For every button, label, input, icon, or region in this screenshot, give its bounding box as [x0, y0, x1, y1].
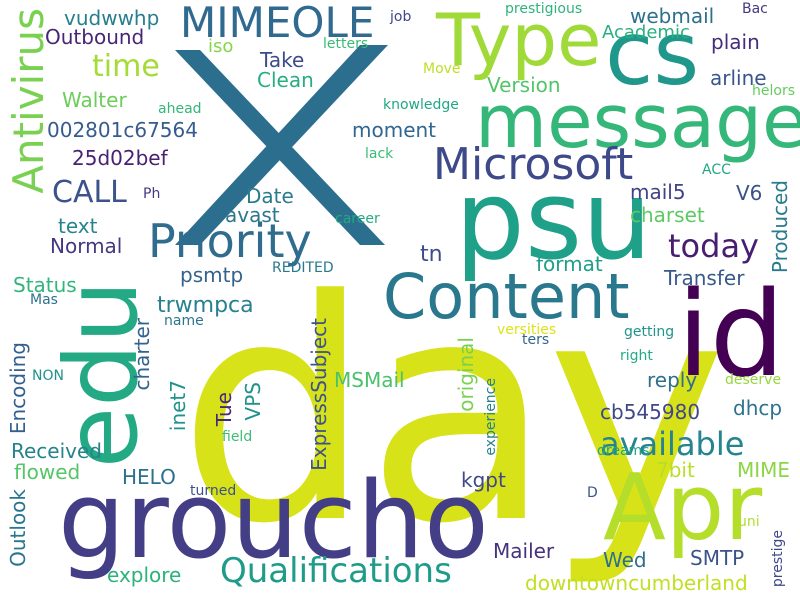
word-acc: ACC [702, 162, 731, 178]
word-cb545980: cb545980 [600, 400, 701, 424]
word-mail5: mail5 [630, 180, 686, 204]
word-lack: lack [365, 146, 394, 162]
word-transfer: Transfer [664, 266, 745, 290]
word-trwmpca: trwmpca [157, 293, 254, 318]
word-mailer: Mailer [493, 539, 555, 563]
word-job: job [390, 9, 412, 25]
word-avast: avast [225, 203, 280, 227]
word-available: available [600, 425, 745, 463]
word-format: format [536, 252, 603, 276]
word-clean: Clean [257, 68, 314, 92]
word-tn: tn [420, 242, 443, 267]
word-msmail: MSMail [334, 368, 405, 392]
word-turned: turned [190, 483, 237, 499]
word-psmtp: psmtp [180, 263, 244, 287]
word-charset: charset [630, 203, 705, 227]
word-date: Date [246, 184, 294, 208]
word-getting: getting [624, 324, 675, 340]
word-charter: charter [130, 318, 154, 391]
word-arline: arline [710, 66, 767, 90]
word-groucho: groucho [58, 459, 489, 582]
word-original: original [454, 337, 478, 412]
word-kgpt: kgpt [461, 468, 506, 492]
word-produced: Produced [768, 180, 792, 274]
word-uni: uni [738, 514, 760, 530]
word-move: Move [423, 61, 461, 77]
word-25d02bef: 25d02bef [72, 146, 168, 170]
word-vudwwhp: vudwwhp [64, 6, 160, 30]
word-002801c67564: 002801c67564 [47, 118, 198, 142]
word-received: Received [11, 439, 102, 463]
word-versities: versities [497, 322, 557, 338]
word-plain: plain [711, 30, 760, 54]
word-webmail: webmail [630, 4, 715, 28]
word-outbound: Outbound [45, 25, 145, 49]
word-today: today [668, 227, 759, 265]
word-7bit: 7bit [656, 458, 695, 482]
word-take: Take [260, 48, 305, 72]
word-mas: Mas [30, 292, 58, 308]
word-experience: experience [483, 378, 499, 456]
word-explore: explore [107, 563, 182, 587]
word-inet7: inet7 [166, 380, 190, 432]
word-reply: reply [647, 368, 698, 392]
word-version: Version [487, 73, 561, 97]
word-id: id [677, 265, 785, 403]
word-vps: VPS [241, 382, 265, 421]
word-time: time [92, 49, 160, 84]
word-antivirus: Antivirus [4, 8, 53, 194]
word-prestige: prestige [770, 530, 786, 588]
word-wed: Wed [603, 548, 647, 572]
word-dreams: dreams [597, 443, 650, 459]
word-type: Type [436, 0, 602, 82]
word-ahead: ahead [158, 101, 202, 117]
word-encoding: Encoding [6, 342, 30, 435]
word-helo: HELO [122, 465, 176, 489]
word-iso: iso [208, 36, 234, 57]
word-text: text [58, 214, 98, 238]
word-letters: letters [323, 36, 369, 52]
word-status: Status [13, 273, 77, 297]
word-redited: REDITED [272, 260, 334, 276]
word-academic: Academic [602, 22, 690, 43]
word-call: CALL [52, 175, 127, 210]
word-walter: Walter [62, 88, 127, 112]
word-psu: psu [455, 156, 652, 284]
word-deserve: deserve [725, 372, 782, 388]
word-mime: MIME [737, 458, 791, 482]
word-downtowncumberland: downtowncumberland [525, 571, 748, 595]
word-day: day [178, 235, 727, 590]
word-right: right [620, 348, 653, 364]
word-d: D [587, 485, 598, 501]
word-career: career [335, 211, 380, 227]
word-mimeole: MIMEOLE [180, 0, 375, 47]
word-ph: Ph [143, 186, 161, 202]
word-v6: V6 [736, 181, 763, 205]
word-message: message [475, 79, 800, 165]
word-knowledge: knowledge [383, 97, 459, 113]
word-bac: Bac [742, 1, 768, 17]
word-field: field [222, 429, 253, 445]
word-smtp: SMTP [690, 546, 745, 570]
word-qualifications: Qualifications [220, 551, 452, 591]
word-tue: Tue [212, 392, 236, 427]
word-microsoft: Microsoft [433, 139, 634, 190]
word-dhcp: dhcp [733, 396, 783, 420]
word-outlook: Outlook [6, 489, 30, 567]
word-non: NON [32, 368, 64, 384]
word-helors: helors [752, 83, 795, 99]
word-priority: Priority [148, 214, 312, 268]
word-cs: cs [605, 2, 700, 105]
word-prestigious: prestigious [505, 1, 583, 17]
word-ters: ters [522, 332, 550, 348]
word-flowed: flowed [14, 460, 81, 484]
word-name: name [164, 313, 204, 329]
word-content: Content [383, 260, 630, 333]
word-apr: Apr [603, 454, 763, 561]
word-normal: Normal [50, 234, 123, 258]
word-moment: moment [352, 118, 437, 142]
word-expresssubject: ExpressSubject [307, 318, 331, 471]
